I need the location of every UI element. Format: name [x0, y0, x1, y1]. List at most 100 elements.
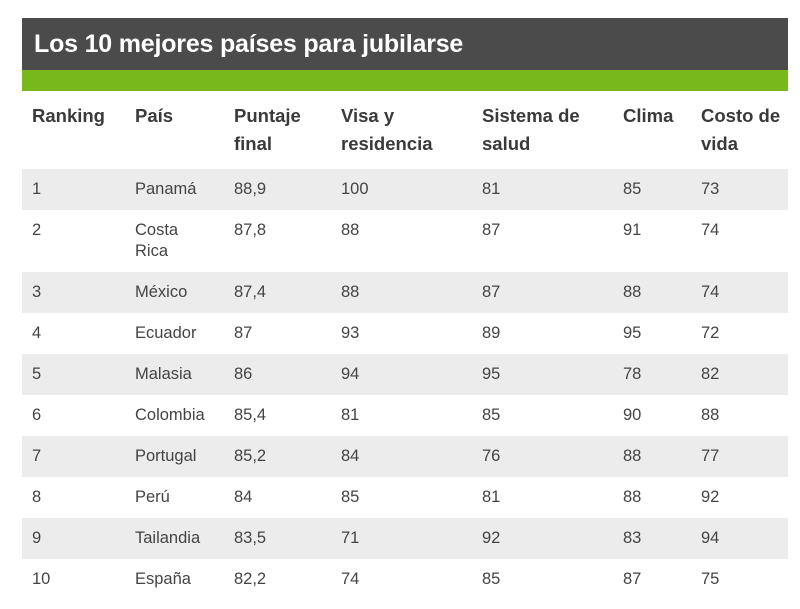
cell-ranking: 2: [22, 210, 125, 272]
cell-costo-vida: 82: [691, 354, 788, 395]
cell-costo-vida: 94: [691, 518, 788, 559]
cell-country: Colombia: [125, 395, 224, 436]
cell-ranking: 7: [22, 436, 125, 477]
cell-ranking: 8: [22, 477, 125, 518]
cell-sistema-salud: 85: [472, 395, 613, 436]
cell-visa-residencia: 88: [331, 272, 472, 313]
cell-clima: 85: [613, 169, 691, 210]
table-row: 6 Colombia 85,4 81 85 90 88: [22, 395, 788, 436]
table-row: 9 Tailandia 83,5 71 92 83 94: [22, 518, 788, 559]
cell-visa-residencia: 94: [331, 354, 472, 395]
cell-sistema-salud: 87: [472, 272, 613, 313]
country-name: Portugal: [135, 447, 197, 465]
cell-puntaje-final: 85,4: [224, 395, 331, 436]
cell-costo-vida: 72: [691, 313, 788, 354]
ranking-table: Ranking País Puntaje final Visa y reside…: [22, 91, 788, 600]
header-clima: Clima: [623, 105, 674, 126]
cell-country: Panamá: [125, 169, 224, 210]
cell-visa-residencia: 100: [331, 169, 472, 210]
cell-puntaje-final: 82,2: [224, 559, 331, 600]
cell-country: Tailandia: [125, 518, 224, 559]
cell-clima: 88: [613, 272, 691, 313]
cell-sistema-salud: 87: [472, 210, 613, 272]
ranking-card: Los 10 mejores países para jubilarse Ran…: [22, 18, 788, 600]
country-name: Panamá: [135, 180, 197, 198]
cell-sistema-salud: 89: [472, 313, 613, 354]
header-ranking: Ranking: [32, 105, 105, 126]
cell-sistema-salud: 95: [472, 354, 613, 395]
cell-ranking: 4: [22, 313, 125, 354]
cell-ranking: 6: [22, 395, 125, 436]
table-row: 7 Portugal 85,2 84 76 88 77: [22, 436, 788, 477]
cell-visa-residencia: 85: [331, 477, 472, 518]
cell-clima: 91: [613, 210, 691, 272]
cell-clima: 88: [613, 477, 691, 518]
cell-country: Portugal: [125, 436, 224, 477]
table-header-row: Ranking País Puntaje final Visa y reside…: [22, 91, 788, 169]
cell-country: España: [125, 559, 224, 600]
cell-puntaje-final: 85,2: [224, 436, 331, 477]
table-row: 2 Costa Rica 87,8 88 87 91 74: [22, 210, 788, 272]
page-title: Los 10 mejores países para jubilarse: [22, 18, 788, 70]
cell-visa-residencia: 81: [331, 395, 472, 436]
cell-puntaje-final: 84: [224, 477, 331, 518]
cell-puntaje-final: 83,5: [224, 518, 331, 559]
cell-puntaje-final: 88,9: [224, 169, 331, 210]
country-name: Ecuador: [135, 324, 197, 342]
cell-clima: 87: [613, 559, 691, 600]
cell-country: Ecuador: [125, 313, 224, 354]
cell-puntaje-final: 87: [224, 313, 331, 354]
header-costo-vida: Costo de vida: [701, 105, 781, 154]
cell-visa-residencia: 71: [331, 518, 472, 559]
cell-costo-vida: 92: [691, 477, 788, 518]
cell-costo-vida: 74: [691, 210, 788, 272]
cell-puntaje-final: 86: [224, 354, 331, 395]
cell-ranking: 1: [22, 169, 125, 210]
cell-visa-residencia: 88: [331, 210, 472, 272]
cell-clima: 95: [613, 313, 691, 354]
cell-country: Perú: [125, 477, 224, 518]
cell-costo-vida: 88: [691, 395, 788, 436]
header-puntaje-final: Puntaje final: [234, 105, 301, 154]
cell-puntaje-final: 87,8: [224, 210, 331, 272]
cell-sistema-salud: 81: [472, 477, 613, 518]
cell-clima: 90: [613, 395, 691, 436]
country-name: Tailandia: [135, 529, 201, 547]
cell-sistema-salud: 76: [472, 436, 613, 477]
cell-ranking: 9: [22, 518, 125, 559]
cell-sistema-salud: 81: [472, 169, 613, 210]
table-row: 3 México 87,4 88 87 88 74: [22, 272, 788, 313]
cell-sistema-salud: 85: [472, 559, 613, 600]
cell-visa-residencia: 93: [331, 313, 472, 354]
cell-costo-vida: 75: [691, 559, 788, 600]
cell-costo-vida: 77: [691, 436, 788, 477]
header-visa-residencia: Visa y residencia: [341, 105, 433, 154]
header-sistema-salud: Sistema de salud: [482, 105, 580, 154]
cell-costo-vida: 73: [691, 169, 788, 210]
cell-country: Costa Rica: [125, 210, 224, 272]
country-name: Perú: [135, 488, 170, 506]
cell-visa-residencia: 84: [331, 436, 472, 477]
cell-visa-residencia: 74: [331, 559, 472, 600]
table-row: 10 España 82,2 74 85 87 75: [22, 559, 788, 600]
table-row: 8 Perú 84 85 81 88 92: [22, 477, 788, 518]
cell-ranking: 5: [22, 354, 125, 395]
accent-stripe: [22, 70, 788, 91]
cell-puntaje-final: 87,4: [224, 272, 331, 313]
table-row: 5 Malasia 86 94 95 78 82: [22, 354, 788, 395]
cell-clima: 88: [613, 436, 691, 477]
cell-ranking: 3: [22, 272, 125, 313]
cell-country: México: [125, 272, 224, 313]
country-name: Costa Rica: [135, 221, 179, 260]
table-row: 4 Ecuador 87 93 89 95 72: [22, 313, 788, 354]
cell-costo-vida: 74: [691, 272, 788, 313]
cell-sistema-salud: 92: [472, 518, 613, 559]
country-name: Malasia: [135, 365, 192, 383]
cell-ranking: 10: [22, 559, 125, 600]
table-row: 1 Panamá 88,9 100 81 85 73: [22, 169, 788, 210]
country-name: España: [135, 570, 191, 588]
country-name: México: [135, 283, 188, 301]
cell-country: Malasia: [125, 354, 224, 395]
header-pais: País: [135, 105, 174, 126]
country-name: Colombia: [135, 406, 205, 424]
